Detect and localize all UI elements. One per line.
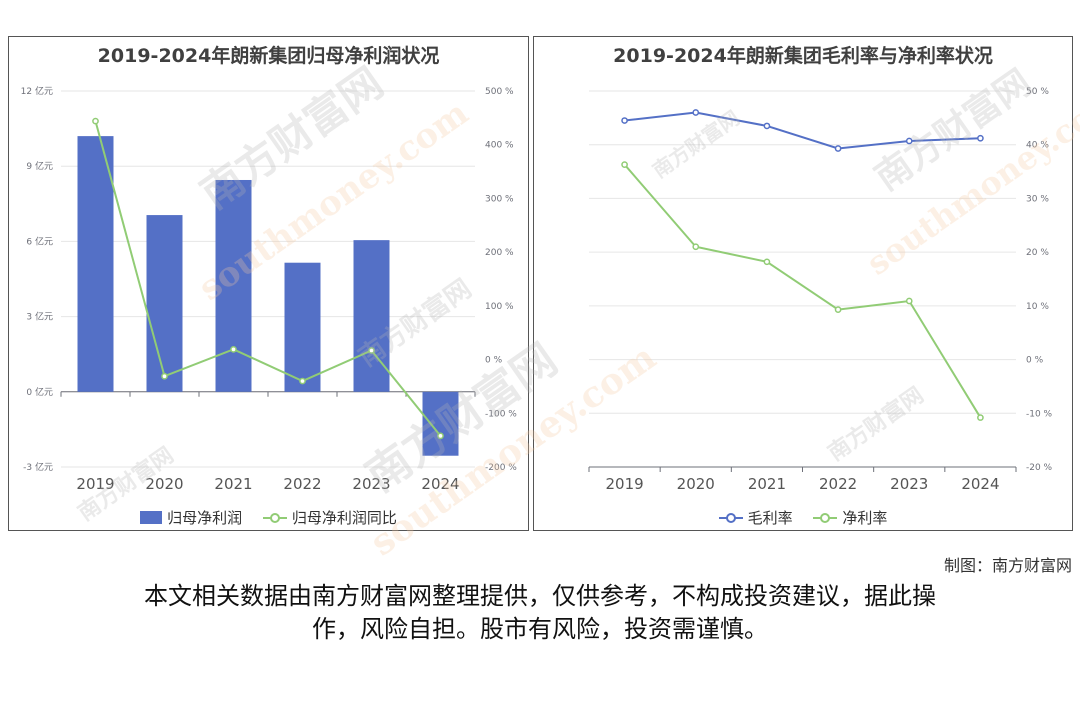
- disclaimer: 本文相关数据由南方财富网整理提供，仅供参考，不构成投资建议，据此操 作，风险自担…: [60, 580, 1020, 646]
- y-right-tick-label: 400 %: [485, 141, 514, 151]
- y-right-tick-label: -200 %: [485, 463, 517, 473]
- line-profit-yoy: [94, 120, 442, 437]
- x-tick-label: 2024: [421, 475, 459, 493]
- legend-label-profit: 归母净利润: [167, 509, 243, 527]
- y-tick-label: 20 %: [1026, 248, 1049, 258]
- legend-item-profit[interactable]: 归母净利润: [140, 507, 242, 528]
- y-right-tick-label: 200 %: [485, 248, 514, 258]
- margin-chart: -20 % -10 % 0 % 10 % 20 % 30 % 40 % 50 % 2019 202…: [588, 87, 1053, 493]
- x-tick-label: 2023: [352, 475, 390, 493]
- legend-line-swatch: [262, 513, 287, 523]
- margin-chart-title: 2019-2024年朗新集团毛利率与净利率状况: [613, 45, 993, 67]
- point-net-margin[interactable]: [621, 161, 628, 168]
- x-tick-label: 2019: [76, 475, 114, 493]
- point-profit-yoy[interactable]: [92, 117, 99, 125]
- y-tick-label: -10 %: [1026, 409, 1053, 419]
- y-right-tick-label: 100 %: [485, 302, 514, 312]
- y-left-tick-label: 9 亿元: [26, 160, 53, 172]
- profit-chart: -3 亿元 0 亿元 3 亿元 6 亿元 9 亿元 12 亿元 -200 % -100 % 0 …: [21, 85, 518, 493]
- chart-credit: 制图：南方财富网: [943, 556, 1072, 575]
- legend-bar-swatch: [140, 511, 163, 524]
- y-tick-label: 30 %: [1026, 194, 1049, 204]
- line-gross-margin: [624, 111, 981, 150]
- bar-profit[interactable]: [215, 179, 252, 392]
- point-net-margin[interactable]: [763, 258, 771, 266]
- disclaimer-line: 作，风险自担。股市有风险，投资需谨慎。: [312, 615, 768, 643]
- y-tick-label: 10 %: [1026, 302, 1049, 312]
- point-gross-margin[interactable]: [763, 122, 771, 130]
- profit-chart-title: 2019-2024年朗新集团归母净利润状况: [97, 45, 440, 67]
- point-gross-margin[interactable]: [977, 134, 984, 142]
- point-gross-margin[interactable]: [621, 117, 628, 124]
- point-net-margin[interactable]: [834, 306, 842, 313]
- x-tick-label: 2024: [961, 475, 999, 493]
- y-tick-label: 0 %: [1026, 356, 1044, 366]
- bar-profit[interactable]: [422, 391, 459, 456]
- y-left-tick-label: 12 亿元: [21, 85, 53, 97]
- line-net-margin: [623, 163, 982, 419]
- point-net-margin[interactable]: [977, 414, 984, 421]
- y-right-tick-label: -100 %: [485, 409, 517, 419]
- legend-item-net-margin[interactable]: 净利率: [813, 507, 887, 528]
- legend-label-net-margin: 净利率: [842, 509, 888, 527]
- point-net-margin[interactable]: [905, 297, 913, 305]
- point-gross-margin[interactable]: [692, 109, 700, 116]
- point-profit-yoy[interactable]: [299, 377, 306, 385]
- legend-line-swatch: [813, 513, 838, 523]
- y-left-tick-label: 3 亿元: [26, 311, 53, 323]
- profit-chart-panel: -3 亿元 0 亿元 3 亿元 6 亿元 9 亿元 12 亿元 -200 % -100 % 0 …: [8, 36, 529, 531]
- point-gross-margin[interactable]: [905, 137, 913, 145]
- x-tick-label: 2023: [890, 475, 928, 493]
- x-tick-label: 2019: [605, 475, 643, 493]
- y-left-tick-label: 0 亿元: [26, 386, 53, 398]
- profit-chart-legend: 归母净利润 归母净利润同比: [9, 507, 528, 528]
- x-tick-label: 2020: [145, 475, 183, 493]
- y-left-tick-label: 6 亿元: [26, 235, 53, 247]
- point-profit-yoy[interactable]: [230, 346, 237, 353]
- y-right-tick-label: 500 %: [485, 87, 514, 97]
- margin-chart-panel: -20 % -10 % 0 % 10 % 20 % 30 % 40 % 50 % 2019 202…: [533, 36, 1073, 531]
- point-profit-yoy[interactable]: [161, 372, 168, 380]
- x-tick-label: 2020: [677, 475, 715, 493]
- legend-item-gross-margin[interactable]: 毛利率: [718, 507, 793, 528]
- x-tick-label: 2021: [748, 475, 786, 493]
- point-net-margin[interactable]: [692, 243, 700, 251]
- x-tick-label: 2022: [283, 475, 321, 493]
- y-tick-label: 40 %: [1026, 141, 1049, 151]
- y-tick-label: 50 %: [1026, 87, 1049, 97]
- y-left-tick-label: -3 亿元: [23, 461, 53, 473]
- legend-label-profit-yoy: 归母净利润同比: [291, 509, 397, 527]
- x-tick-label: 2021: [214, 475, 252, 493]
- bar-profit[interactable]: [284, 262, 321, 392]
- bar-profit[interactable]: [353, 240, 390, 392]
- point-profit-yoy[interactable]: [368, 347, 375, 354]
- point-profit-yoy[interactable]: [437, 432, 444, 440]
- bar-profit[interactable]: [77, 136, 114, 392]
- disclaimer-line: 本文相关数据由南方财富网整理提供，仅供参考，不构成投资建议，据此操: [144, 582, 936, 610]
- x-tick-label: 2022: [819, 475, 857, 493]
- legend-line-swatch: [718, 513, 743, 523]
- y-right-tick-label: 0 %: [485, 356, 503, 366]
- legend-label-gross-margin: 毛利率: [747, 509, 793, 527]
- margin-chart-legend: 毛利率 净利率: [534, 507, 1072, 528]
- bar-profit[interactable]: [146, 215, 183, 392]
- y-tick-label: -20 %: [1026, 463, 1053, 473]
- y-right-tick-label: 300 %: [485, 194, 514, 204]
- point-gross-margin[interactable]: [834, 145, 842, 152]
- legend-item-profit-yoy[interactable]: 归母净利润同比: [262, 507, 397, 528]
